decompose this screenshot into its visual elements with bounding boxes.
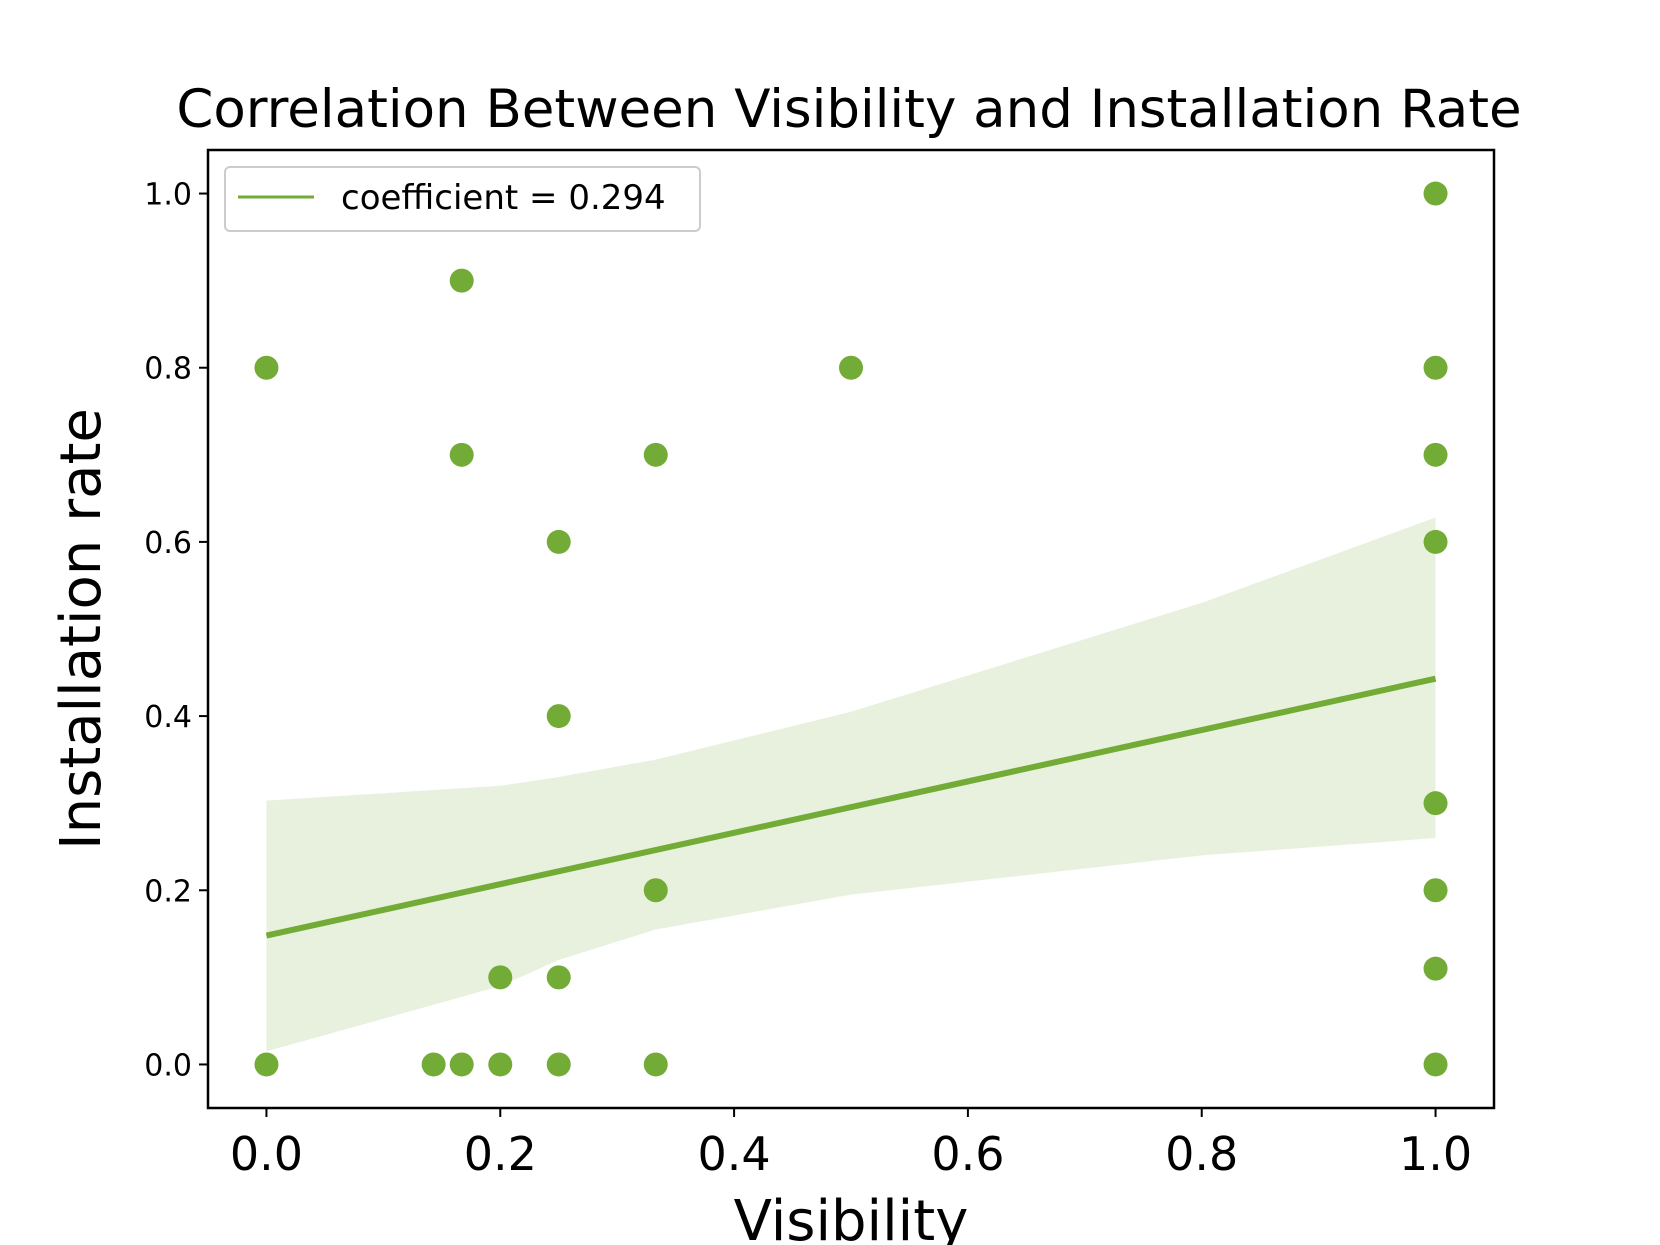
data-point: [546, 704, 571, 729]
y-tick-label: 0.4: [144, 700, 192, 735]
y-tick-label: 0.2: [144, 874, 192, 909]
y-tick-label: 1.0: [144, 178, 192, 213]
legend-label: coefficient = 0.294: [341, 178, 666, 218]
data-point: [1423, 791, 1448, 816]
x-tick-label: 1.0: [1399, 1127, 1472, 1181]
confidence-band-layer: [266, 517, 1436, 1052]
y-axis: 0.0 0.2 0.4 0.6 0.8 1.0: [144, 178, 208, 1083]
data-point: [1423, 1052, 1448, 1077]
x-tick-label: 0.8: [1165, 1127, 1238, 1181]
confidence-band: [266, 517, 1436, 1052]
data-point: [449, 1052, 474, 1077]
x-tick-label: 0.0: [230, 1127, 303, 1181]
data-point: [643, 878, 668, 903]
data-point: [254, 355, 279, 380]
data-point: [546, 965, 571, 990]
y-axis-label: Installation rate: [49, 408, 114, 850]
data-point: [1423, 529, 1448, 554]
x-tick-label: 0.2: [464, 1127, 537, 1181]
data-point: [839, 355, 863, 380]
data-point: [1423, 878, 1448, 903]
regression-line: [265, 675, 1437, 939]
data-point: [449, 442, 474, 467]
plot-frame: [206, 148, 1496, 1110]
data-point: [546, 529, 571, 554]
chart-title: Correlation Between Visibility and Insta…: [176, 79, 1521, 140]
data-point: [1423, 355, 1448, 380]
y-tick-label: 0.8: [144, 352, 192, 387]
data-point: [449, 268, 474, 293]
data-point: [643, 1052, 668, 1077]
data-point: [488, 1052, 513, 1077]
legend-box: [224, 166, 701, 232]
x-tick-label: 0.4: [698, 1127, 771, 1181]
regression-layer: [265, 675, 1437, 939]
x-tick-label: 0.6: [931, 1127, 1004, 1181]
data-point: [488, 965, 513, 990]
data-points-layer: [254, 181, 1448, 1077]
x-axis: 0.0 0.2 0.4 0.6 0.8 1.0: [230, 1108, 1472, 1181]
x-axis-label: Visibility: [734, 1189, 969, 1245]
y-tick-label: 0.6: [144, 526, 192, 561]
y-tick-label: 0.0: [144, 1048, 192, 1083]
data-point: [643, 442, 668, 467]
data-point: [421, 1052, 446, 1077]
data-point: [254, 1052, 279, 1077]
legend: coefficient = 0.294: [224, 166, 701, 232]
data-point: [1423, 442, 1448, 467]
data-point: [546, 1052, 571, 1077]
data-point: [1423, 956, 1448, 981]
data-point: [1423, 181, 1448, 206]
